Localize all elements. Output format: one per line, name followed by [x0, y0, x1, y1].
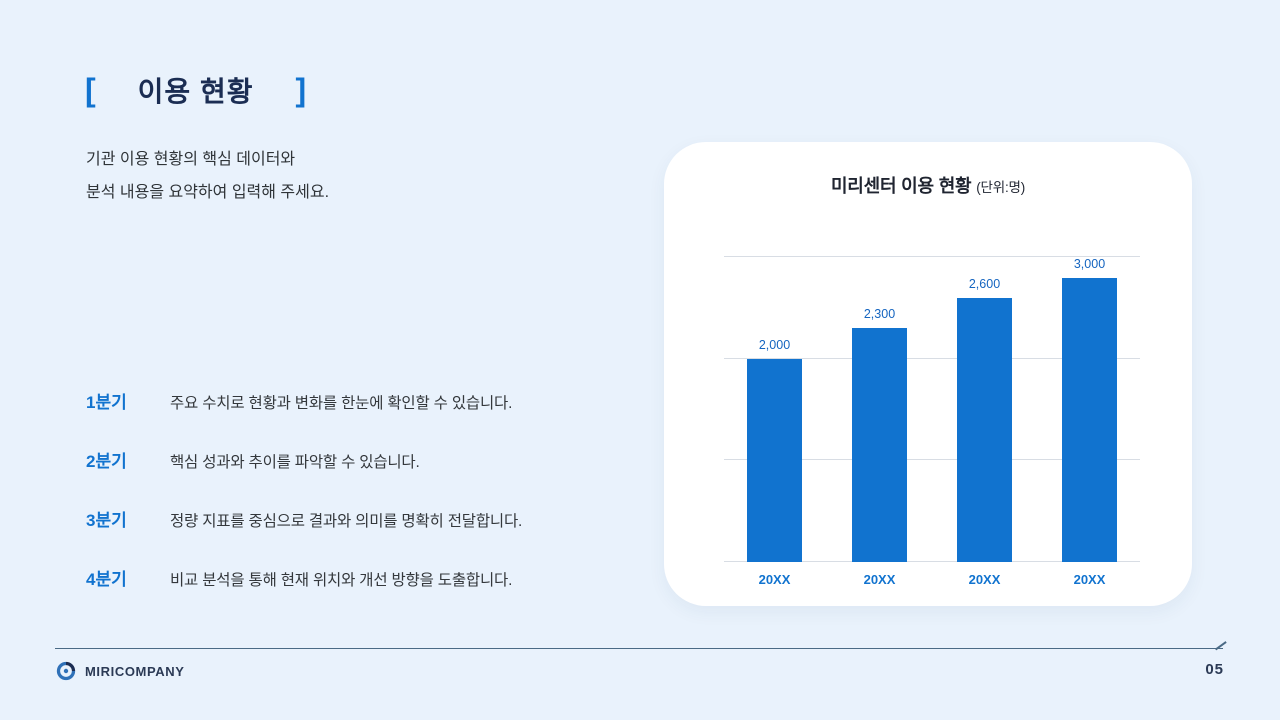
quarter-label: 3분기 [86, 511, 127, 530]
quarter-text: 핵심 성과와 추이를 파악할 수 있습니다. [170, 454, 420, 471]
quarter-text: 정량 지표를 중심으로 결과와 의미를 명확히 전달합니다. [170, 513, 523, 530]
bar [852, 328, 907, 562]
chart-unit-label: (단위:명) [976, 180, 1026, 195]
bar-value-label: 2,600 [968, 276, 1001, 291]
page-number: 05 [1205, 661, 1224, 678]
description-line: 분석 내용을 요약하여 입력해 주세요. [86, 184, 330, 201]
chart-categories: 20XX 20XX 20XX 20XX [724, 572, 1140, 587]
gridline [724, 256, 1140, 257]
quarter-label: 4분기 [86, 570, 127, 589]
quarter-list: 1분기 주요 수치로 현황과 변화를 한눈에 확인할 수 있습니다. 2분기 핵… [86, 388, 522, 624]
chart-title-text: 미리센터 이용 현황 [830, 176, 972, 196]
bracket-right-icon: ] [295, 72, 307, 108]
company-name: MIRICOMPANY [85, 663, 185, 679]
gridline [724, 561, 1140, 562]
gridline [724, 357, 1140, 359]
chart-card: 미리센터 이용 현황 (단위:명) 2,000 2,300 2,600 3,000 2… [664, 142, 1192, 606]
list-item: 2분기 핵심 성과와 추이를 파악할 수 있습니다. [86, 447, 522, 472]
bar-column: 3,000 [1062, 257, 1117, 562]
quarter-text: 주요 수치로 현황과 변화를 한눈에 확인할 수 있습니다. [170, 395, 513, 412]
footer-divider [55, 648, 1223, 649]
slide-title-text: 이용 현황 [137, 76, 254, 107]
category-label: 20XX [1073, 572, 1106, 587]
bar [747, 358, 802, 562]
bar-column: 2,000 [747, 257, 802, 562]
list-item: 4분기 비교 분석을 통해 현재 위치와 개선 방향을 도출합니다. [86, 565, 522, 590]
chart-plot-area: 2,000 2,300 2,600 3,000 [724, 256, 1140, 562]
quarter-label: 2분기 [86, 452, 127, 471]
category-label: 20XX [968, 572, 1001, 587]
bar-value-label: 2,000 [758, 337, 791, 352]
category-label: 20XX [758, 572, 791, 587]
page-title: [ 이용 현황 ] [85, 70, 306, 110]
company-logo: MIRICOMPANY [55, 660, 185, 682]
quarter-text: 비교 분석을 통해 현재 위치와 개선 방향을 도출합니다. [170, 572, 513, 589]
bar-value-label: 3,000 [1073, 257, 1106, 271]
bar-column: 2,600 [957, 257, 1012, 562]
logo-swirl-icon [56, 661, 76, 681]
list-item: 3분기 정량 지표를 중심으로 결과와 의미를 명확히 전달합니다. [86, 506, 522, 531]
bar [1062, 278, 1117, 562]
bar [957, 297, 1012, 562]
chart-bars: 2,000 2,300 2,600 3,000 [724, 257, 1140, 562]
bracket-left-icon: [ [85, 72, 96, 108]
category-label: 20XX [863, 572, 896, 587]
gridline [724, 459, 1140, 461]
chart-title: 미리센터 이용 현황 (단위:명) [664, 172, 1192, 198]
bar-value-label: 2,300 [863, 307, 896, 322]
list-item: 1분기 주요 수치로 현황과 변화를 한눈에 확인할 수 있습니다. [86, 388, 522, 413]
bar-column: 2,300 [852, 257, 907, 562]
slide-description: 기관 이용 현황의 핵심 데이터와 분석 내용을 요약하여 입력해 주세요. [86, 143, 329, 209]
description-line: 기관 이용 현황의 핵심 데이터와 [86, 151, 296, 168]
quarter-label: 1분기 [86, 393, 127, 412]
